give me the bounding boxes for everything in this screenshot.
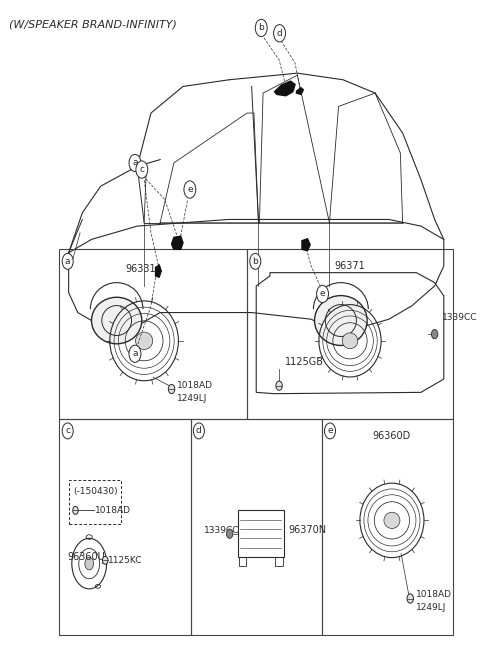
Circle shape [193,423,204,439]
Text: e: e [320,289,325,299]
Text: 1339CC: 1339CC [442,313,477,322]
Circle shape [324,423,336,439]
Text: 1125GB: 1125GB [285,357,324,368]
Circle shape [407,594,413,603]
Circle shape [317,285,328,303]
Bar [276,557,283,565]
Circle shape [62,423,73,439]
Text: b: b [252,257,258,266]
Text: a: a [132,349,138,358]
Ellipse shape [314,295,367,346]
Bar [60,249,247,419]
Text: d: d [276,29,282,38]
Bar [239,557,246,565]
Text: 96331A: 96331A [125,264,163,275]
Polygon shape [275,81,295,96]
Ellipse shape [342,333,358,348]
Text: a: a [132,158,138,168]
Circle shape [168,384,175,394]
Text: 1018AD: 1018AD [177,380,213,390]
Text: (W/SPEAKER BRAND-INFINITY): (W/SPEAKER BRAND-INFINITY) [9,20,177,30]
Text: 1125KC: 1125KC [108,556,143,565]
Text: 96371: 96371 [335,261,365,271]
Text: 1249LJ: 1249LJ [416,603,446,612]
Bar [191,419,322,635]
Bar [247,249,453,419]
Bar [69,481,121,524]
Bar [60,419,191,635]
Circle shape [274,25,286,42]
Text: c: c [139,165,144,174]
Circle shape [227,529,233,539]
Circle shape [136,161,148,178]
Text: a: a [65,257,71,266]
Circle shape [184,181,196,198]
Circle shape [129,345,141,362]
Circle shape [255,19,267,37]
Text: b: b [258,23,264,33]
Polygon shape [297,88,303,94]
Text: 1018AD: 1018AD [416,590,452,599]
Text: e: e [187,185,192,194]
Circle shape [103,556,108,564]
Text: 96370N: 96370N [288,525,326,535]
Ellipse shape [384,512,400,529]
Text: 96360U: 96360U [68,552,106,562]
Text: 96360D: 96360D [373,430,411,441]
Text: c: c [65,426,70,436]
Text: 1018AD: 1018AD [95,506,131,515]
Circle shape [85,557,94,570]
Circle shape [73,507,78,515]
Bar [238,511,284,557]
Text: (-150430): (-150430) [73,487,118,496]
Polygon shape [171,236,183,249]
Circle shape [62,253,73,269]
Circle shape [276,381,282,390]
Text: 1249LJ: 1249LJ [177,394,207,403]
Polygon shape [156,265,161,277]
Text: d: d [196,426,202,436]
Ellipse shape [92,297,142,344]
Circle shape [129,154,141,172]
Text: e: e [327,426,333,436]
Polygon shape [302,239,310,251]
Bar [322,419,453,635]
Circle shape [432,330,438,339]
Ellipse shape [135,332,153,350]
Text: 1339CC: 1339CC [204,526,239,535]
Circle shape [250,253,261,269]
